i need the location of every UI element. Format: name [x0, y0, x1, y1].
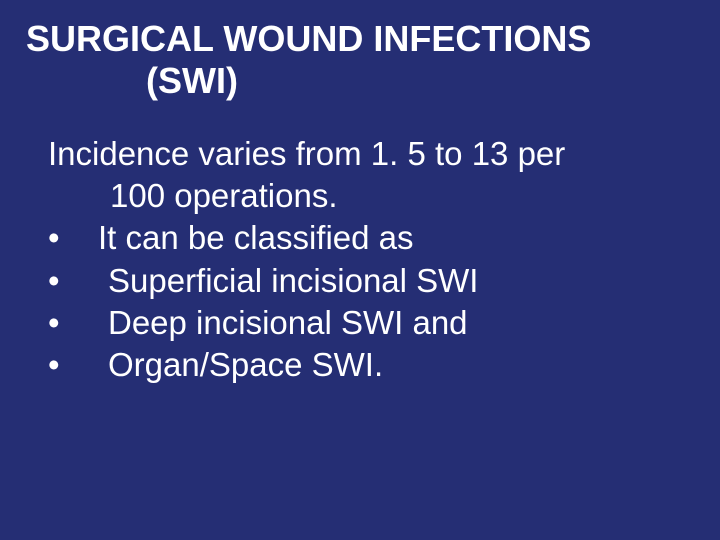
intro-line-2: 100 operations.	[48, 175, 698, 217]
intro-text: Incidence varies from 1. 5 to 13 per 100…	[22, 133, 698, 217]
slide-body: Incidence varies from 1. 5 to 13 per 100…	[22, 133, 698, 386]
bullet-icon: •	[48, 344, 92, 386]
list-item: •Superficial incisional SWI	[48, 260, 698, 302]
bullet-list: •It can be classified as •Superficial in…	[22, 217, 698, 386]
bullet-icon: •	[48, 260, 92, 302]
intro-line-1: Incidence varies from 1. 5 to 13 per	[48, 135, 565, 172]
bullet-icon: •	[48, 217, 92, 259]
list-item-text: Superficial incisional SWI	[92, 262, 478, 299]
list-item-text: Organ/Space SWI.	[92, 346, 383, 383]
title-line-2: (SWI)	[26, 60, 698, 102]
title-line-1: SURGICAL WOUND INFECTIONS	[26, 18, 591, 59]
list-item: •Deep incisional SWI and	[48, 302, 698, 344]
list-item: •Organ/Space SWI.	[48, 344, 698, 386]
list-item-text: Deep incisional SWI and	[92, 304, 468, 341]
bullet-icon: •	[48, 302, 92, 344]
list-item: •It can be classified as	[48, 217, 698, 259]
list-item-text: It can be classified as	[92, 219, 414, 256]
slide: SURGICAL WOUND INFECTIONS (SWI) Incidenc…	[0, 0, 720, 540]
slide-title: SURGICAL WOUND INFECTIONS (SWI)	[22, 18, 698, 103]
